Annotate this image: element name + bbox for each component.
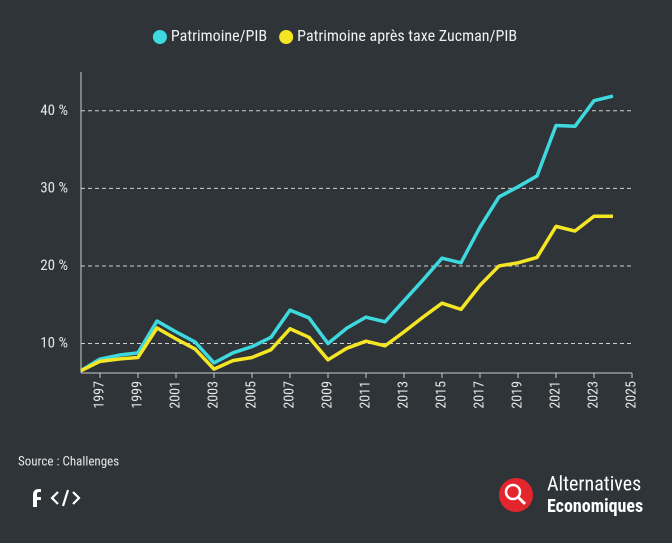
x-tick-label: 2001: [168, 381, 184, 409]
y-tick-label: 30 %: [40, 178, 68, 196]
legend-label: Patrimoine/PIB: [171, 26, 267, 45]
x-tick-label: 2015: [434, 381, 450, 409]
x-tick-label: 2023: [586, 381, 602, 409]
brand-line2: Economiques: [547, 496, 643, 517]
x-tick-label: 1999: [130, 381, 146, 409]
x-tick-label: 2011: [358, 381, 374, 409]
x-tick-label: 2025: [624, 381, 640, 409]
x-tick-label: 2021: [548, 381, 564, 409]
x-tick-label: 2019: [510, 381, 526, 409]
x-tick-label: 2003: [206, 381, 222, 409]
x-tick-label: 1997: [92, 381, 108, 409]
legend-marker: [152, 30, 167, 44]
embed-icon[interactable]: [50, 489, 81, 507]
series-line: [80, 94, 614, 373]
source: Source : Challenges: [18, 454, 119, 469]
x-tick-label: 2005: [244, 381, 260, 409]
x-tick-label: 2009: [320, 381, 336, 409]
logo-lens: [504, 483, 522, 501]
y-tick-label: 20 %: [40, 256, 68, 274]
facebook-icon[interactable]: [33, 489, 41, 507]
x-tick-label: 2013: [396, 381, 412, 409]
logo-mark: [499, 478, 533, 512]
y-tick-label: 40 %: [40, 101, 68, 119]
legend-marker: [279, 30, 294, 44]
x-tick-label: 2017: [472, 381, 488, 409]
x-tick-label: 2007: [282, 381, 298, 409]
legend-label: Patrimoine après taxe Zucman/PIB: [297, 26, 517, 45]
brand-line1: Alternatives: [547, 471, 641, 495]
logo-handle: [516, 495, 527, 506]
y-tick-label: 10 %: [40, 333, 68, 351]
series-line: [80, 214, 613, 373]
